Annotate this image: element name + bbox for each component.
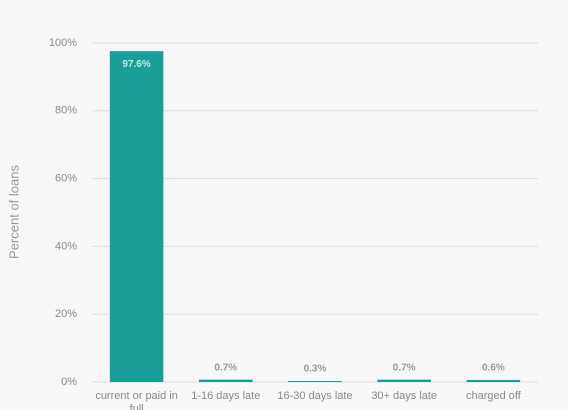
x-tick-label: 16-30 days late — [277, 390, 353, 402]
bar — [288, 380, 342, 382]
x-tick-wrap: 1-16 days late — [191, 390, 261, 402]
x-tick-wrap: 16-30 days late — [277, 390, 353, 402]
bar — [199, 379, 253, 382]
value-label: 97.6% — [122, 59, 150, 70]
value-label: 0.7% — [393, 362, 416, 373]
y-tick-label: 40% — [55, 240, 77, 252]
y-axis-label: Percent of loans — [6, 165, 21, 259]
value-label: 0.7% — [214, 362, 237, 373]
x-tick-label: charged off — [465, 390, 521, 402]
x-tick-label: 30+ days late — [371, 390, 438, 402]
x-tick-wrap: current or paid in full — [95, 390, 178, 410]
y-tick-label: 20% — [55, 308, 77, 320]
value-label: 0.3% — [304, 364, 327, 375]
bar — [377, 379, 431, 382]
x-tick-wrap: 30+ days late — [371, 390, 438, 402]
y-tick-label: 0% — [61, 376, 77, 388]
x-tick-label: current or paid in full — [95, 390, 178, 410]
y-tick-label: 80% — [55, 105, 77, 117]
y-tick-label: 60% — [55, 173, 77, 185]
y-tick-label: 100% — [49, 37, 77, 49]
value-label: 0.6% — [482, 363, 505, 374]
bar — [109, 51, 164, 383]
x-tick-wrap: charged off — [465, 390, 521, 402]
bar — [466, 379, 521, 382]
x-tick-label: 1-16 days late — [191, 390, 261, 402]
